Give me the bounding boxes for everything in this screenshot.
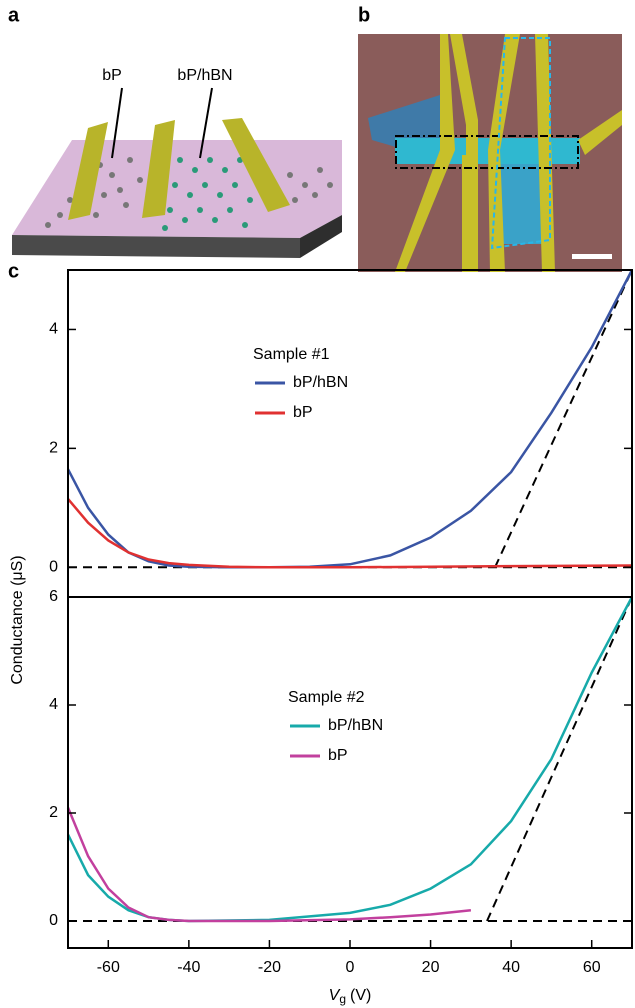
- x-tick-label: -40: [177, 959, 200, 976]
- y-tick-label: 4: [49, 321, 58, 338]
- y-tick-label: 2: [49, 804, 58, 821]
- x-axis-label-unit: (V): [350, 987, 371, 1004]
- x-tick-label: -60: [97, 959, 120, 976]
- x-tick-label: -20: [258, 959, 281, 976]
- data-line: [66, 807, 472, 923]
- data-line: [66, 596, 634, 923]
- x-axis-label-symbol: V: [329, 987, 341, 1004]
- illustration-label: bP/hBN: [177, 67, 232, 84]
- y-tick-label: 4: [49, 696, 58, 713]
- plot-frame: [67, 269, 633, 598]
- micrograph: [358, 34, 622, 272]
- x-tick-label: 0: [346, 959, 355, 976]
- y-tick-label: 0: [49, 558, 58, 575]
- x-tick-label: 40: [502, 959, 520, 976]
- panel-label: c: [8, 260, 19, 282]
- data-line: [66, 269, 634, 569]
- illustration-label: bP: [102, 67, 122, 84]
- panel-label: a: [8, 4, 20, 26]
- y-tick-label: 2: [49, 440, 58, 457]
- legend-title: Sample #2: [288, 689, 365, 706]
- y-axis-label: Conductance (μS): [9, 555, 26, 684]
- fit-line: [494, 269, 633, 568]
- data-line: [67, 498, 633, 569]
- fit-line: [486, 596, 633, 922]
- x-axis-label: Vg (V): [329, 987, 372, 1006]
- legend-title: Sample #1: [253, 346, 330, 363]
- x-tick-label: 60: [583, 959, 601, 976]
- legend-label: bP: [328, 747, 348, 764]
- panel-label: b: [358, 4, 370, 26]
- y-tick-label: 6: [49, 588, 58, 605]
- y-tick-label: 0: [49, 912, 58, 929]
- plot-frame: [67, 596, 633, 949]
- legend-label: bP/hBN: [293, 374, 348, 391]
- legend-label: bP: [293, 404, 313, 421]
- x-tick-label: 20: [422, 959, 440, 976]
- x-axis-label-subscript: g: [339, 992, 346, 1006]
- legend-label: bP/hBN: [328, 717, 383, 734]
- device-illustration: [12, 87, 342, 258]
